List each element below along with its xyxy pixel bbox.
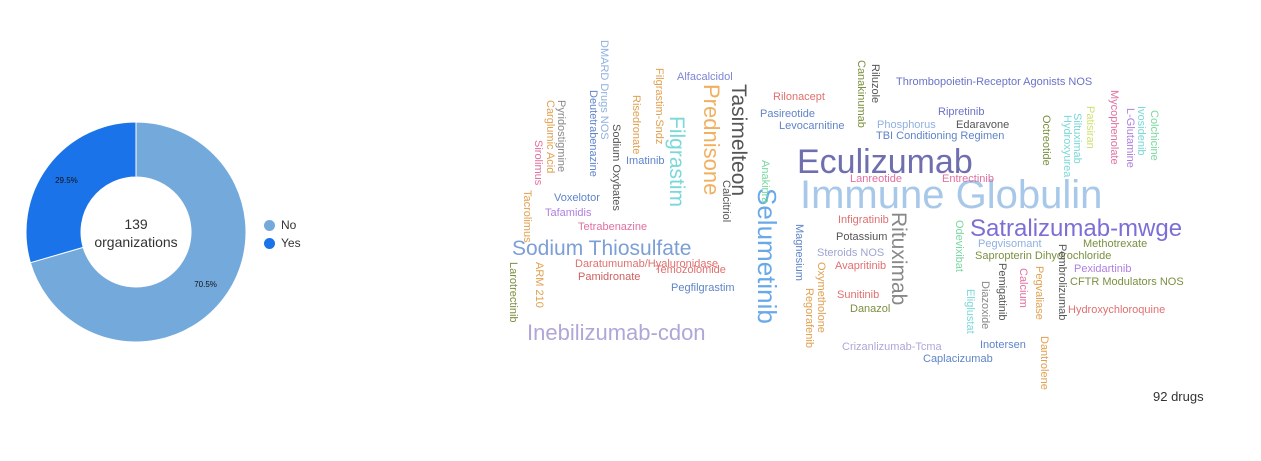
cloud-word[interactable]: Methotrexate bbox=[1083, 238, 1147, 250]
cloud-word[interactable]: Riluzole bbox=[869, 64, 881, 103]
cloud-word[interactable]: Caplacizumab bbox=[923, 353, 993, 365]
cloud-word[interactable]: Canakinumab bbox=[855, 60, 867, 128]
cloud-word[interactable]: Temozolomide bbox=[655, 264, 726, 276]
cloud-word[interactable]: Deutetrabenazine bbox=[587, 90, 599, 177]
cloud-word[interactable]: Eculizumab bbox=[797, 143, 973, 181]
cloud-word[interactable]: Daratumumab/Hyaluronidase bbox=[575, 258, 718, 270]
cloud-word[interactable]: TBI Conditioning Regimen bbox=[876, 130, 1004, 142]
cloud-word[interactable]: Tetrabenazine bbox=[578, 221, 647, 233]
cloud-word[interactable]: Oxymetholone bbox=[815, 262, 827, 333]
cloud-word[interactable]: Magnesium bbox=[793, 224, 805, 281]
cloud-word[interactable]: Pegvisomant bbox=[978, 238, 1042, 250]
cloud-word[interactable]: Rituximab bbox=[887, 212, 910, 305]
cloud-word[interactable]: Colchicine bbox=[1148, 110, 1160, 161]
cloud-word[interactable]: Sapropterin Dihydrochloride bbox=[975, 250, 1111, 262]
cloud-word[interactable]: Odevixibat bbox=[953, 220, 965, 272]
cloud-word[interactable]: Immune Globulin bbox=[800, 173, 1102, 217]
cloud-word[interactable]: Potassium bbox=[836, 231, 887, 243]
cloud-word[interactable]: Ripretinib bbox=[938, 106, 984, 118]
cloud-word[interactable]: Inotersen bbox=[980, 339, 1026, 351]
cloud-word[interactable]: Danazol bbox=[850, 303, 890, 315]
cloud-word[interactable]: Levocarnitine bbox=[779, 120, 844, 132]
slice-no[interactable] bbox=[29, 121, 247, 343]
cloud-word[interactable]: Pamidronate bbox=[578, 271, 640, 283]
cloud-word[interactable]: Lanreotide bbox=[850, 173, 902, 185]
cloud-word[interactable]: Dantrolene bbox=[1038, 336, 1050, 390]
drug-count: 92 drugs bbox=[1153, 389, 1204, 404]
cloud-word[interactable]: Imatinib bbox=[626, 155, 665, 167]
cloud-word[interactable]: Patisiran bbox=[1084, 106, 1096, 149]
cloud-word[interactable]: Siltuximab bbox=[1071, 113, 1083, 164]
cloud-word[interactable]: Steroids NOS bbox=[817, 247, 884, 259]
cloud-word[interactable]: Tacrolimus bbox=[521, 190, 533, 243]
cloud-word[interactable]: Calcitriol bbox=[720, 180, 732, 222]
cloud-word[interactable]: Pexidartinib bbox=[1074, 263, 1131, 275]
cloud-word[interactable]: Infigratinib bbox=[838, 214, 889, 226]
cloud-word[interactable]: Octreotide bbox=[1040, 115, 1052, 166]
cloud-word[interactable]: Sodium Thiosulfate bbox=[512, 237, 691, 260]
cloud-word[interactable]: Prednisone bbox=[699, 84, 724, 195]
cloud-word[interactable]: Crizanlizumab-Tcma bbox=[842, 341, 943, 353]
cloud-word[interactable]: DMARD Drugs NOS bbox=[598, 40, 610, 140]
donut-center-label: 139 organizations bbox=[76, 215, 196, 251]
cloud-word[interactable]: Alfacalcidol bbox=[677, 71, 733, 83]
cloud-word[interactable]: Pyridostigmine bbox=[555, 100, 567, 172]
cloud-word[interactable]: Hydroxychloroquine bbox=[1068, 304, 1165, 316]
center-unit: organizations bbox=[94, 234, 178, 250]
cloud-word[interactable]: ARM 210 bbox=[533, 262, 545, 308]
legend-swatch-no bbox=[264, 219, 275, 231]
cloud-word[interactable]: Tafamidis bbox=[545, 207, 592, 219]
slice-label-yes: 29.5% bbox=[55, 176, 78, 185]
cloud-word[interactable]: Mycophenolate bbox=[1108, 90, 1120, 165]
legend-swatch-yes bbox=[264, 237, 275, 249]
cloud-word[interactable]: Eliglustat bbox=[964, 289, 976, 334]
cloud-word[interactable]: Sodium Oxybates bbox=[610, 124, 622, 211]
slice-label-no: 70.5% bbox=[194, 280, 217, 289]
cloud-word[interactable]: Pegfilgrastim bbox=[671, 282, 735, 294]
cloud-word[interactable]: Anakinra bbox=[759, 160, 771, 204]
cloud-word[interactable]: Entrectinib bbox=[942, 173, 994, 185]
slice-yes[interactable] bbox=[25, 121, 137, 264]
center-count: 139 bbox=[124, 216, 148, 232]
cloud-word[interactable]: Sirolimus bbox=[532, 140, 544, 186]
legend-label-no: No bbox=[281, 218, 297, 232]
cloud-word[interactable]: Pasireotide bbox=[760, 108, 815, 120]
cloud-word[interactable]: Avapritinib bbox=[835, 260, 886, 272]
chart-legend: No Yes bbox=[264, 216, 301, 252]
cloud-word[interactable]: Pemigatinib bbox=[996, 263, 1008, 320]
cloud-word[interactable]: Voxelotor bbox=[554, 192, 600, 204]
cloud-word[interactable]: Ivosidenib bbox=[1135, 106, 1147, 156]
cloud-word[interactable]: Pegvaliase bbox=[1033, 266, 1045, 320]
cloud-word[interactable]: Tasimelteon bbox=[727, 84, 750, 196]
cloud-word[interactable]: CFTR Modulators NOS bbox=[1070, 276, 1184, 288]
cloud-word[interactable]: Larotrectinib bbox=[507, 262, 519, 323]
cloud-word[interactable]: Risedronate bbox=[630, 95, 642, 154]
cloud-word[interactable]: Inebilizumab-cdon bbox=[527, 320, 706, 345]
cloud-word[interactable]: Calcium bbox=[1017, 268, 1029, 308]
legend-item-yes[interactable]: Yes bbox=[264, 234, 301, 252]
cloud-word[interactable]: Filgrastim-Sndz bbox=[653, 68, 665, 144]
cloud-word[interactable]: Thrombopoietin-Receptor Agonists NOS bbox=[896, 76, 1092, 88]
cloud-word[interactable]: L-Glutamine bbox=[1124, 108, 1136, 168]
cloud-word[interactable]: Satralizumab-mwge bbox=[970, 215, 1182, 242]
cloud-word[interactable]: Rilonacept bbox=[773, 91, 825, 103]
cloud-word[interactable]: Edaravone bbox=[956, 119, 1009, 131]
cloud-word[interactable]: Filgrastim bbox=[665, 116, 688, 207]
cloud-word[interactable]: Hydroxyurea bbox=[1061, 115, 1073, 178]
cloud-word[interactable]: Carglumic Acid bbox=[544, 100, 556, 173]
cloud-word[interactable]: Sunitinib bbox=[837, 289, 879, 301]
cloud-word[interactable]: Phosphorus bbox=[877, 119, 936, 131]
cloud-word[interactable]: Pembrolizumab bbox=[1056, 244, 1068, 320]
cloud-word[interactable]: Selumetinib bbox=[752, 188, 782, 324]
legend-label-yes: Yes bbox=[281, 236, 301, 250]
donut-chart: 70.5% 29.5% bbox=[25, 121, 247, 343]
cloud-word[interactable]: Diazoxide bbox=[979, 281, 991, 329]
legend-item-no[interactable]: No bbox=[264, 216, 301, 234]
cloud-word[interactable]: Regorafenib bbox=[803, 288, 815, 348]
